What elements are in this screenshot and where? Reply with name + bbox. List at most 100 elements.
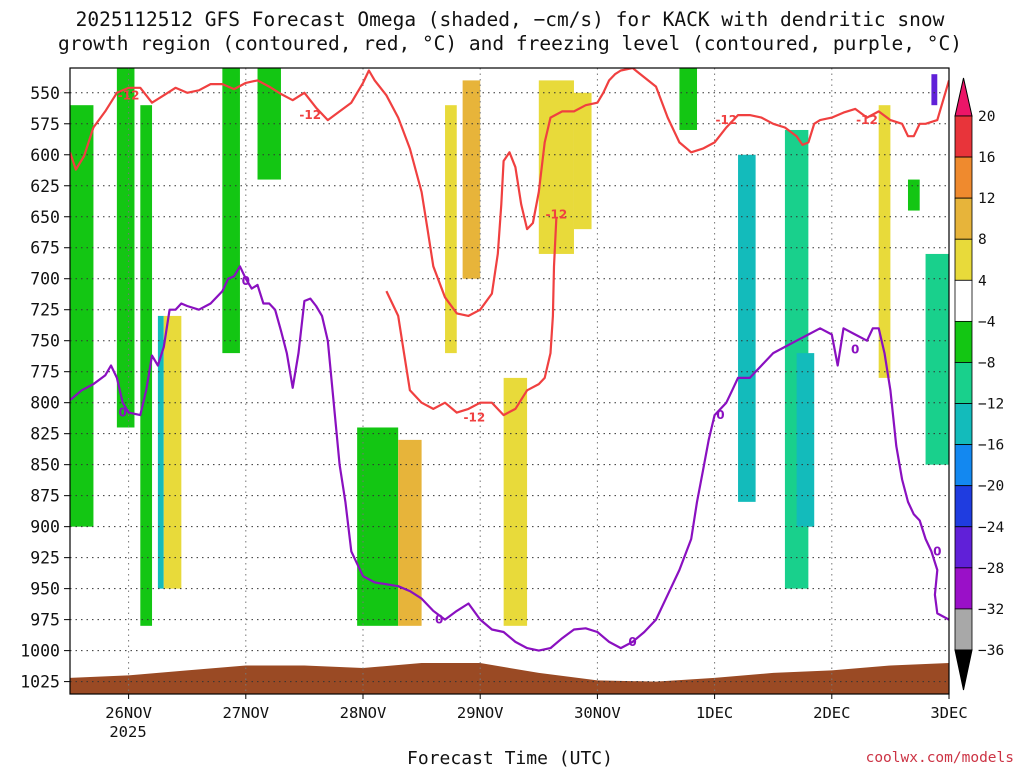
omega-cell-7	[357, 427, 399, 626]
omega-cell-11	[503, 377, 528, 626]
colorbar-box-5	[954, 320, 973, 363]
x-year-label: 2025	[109, 723, 146, 741]
colorbar-label-6: −8	[978, 355, 995, 371]
colorbar-box-7	[954, 403, 973, 446]
colorbar-box-6	[954, 362, 973, 404]
y-tick-label-725: 725	[30, 301, 60, 320]
omega-cell-17	[796, 353, 815, 527]
x-tick-label-4: 30NOV	[574, 704, 621, 722]
omega-cell-20	[925, 253, 949, 465]
y-tick-label-600: 600	[30, 146, 60, 165]
colorbar-box-8	[954, 444, 973, 487]
y-tick-label-900: 900	[30, 518, 60, 537]
y-tick-label-875: 875	[30, 487, 60, 506]
colorbar-label-13: −36	[978, 643, 1004, 659]
y-tick-label-650: 650	[30, 208, 60, 227]
site-credit: coolwx.com/models	[866, 750, 1014, 766]
colorbar-label-5: −4	[978, 314, 996, 330]
colorbar-box-3	[954, 238, 973, 281]
contour-2	[70, 265, 949, 652]
colorbar-label-2: 12	[978, 191, 995, 207]
y-tick-label-625: 625	[30, 177, 60, 196]
x-tick-label-2: 28NOV	[340, 704, 387, 722]
terrain-area	[70, 663, 949, 694]
contour-0	[70, 68, 949, 317]
omega-cell-0	[70, 105, 94, 527]
terrain-fill	[70, 663, 949, 694]
x-axis-ticks: 26NOV 27NOV 28NOV 29NOV 30NOV 1DEC 2DEC 3DEC	[105, 694, 968, 722]
contour-label-2-4: 0	[716, 408, 724, 422]
colorbar-bottom-arrow	[954, 649, 973, 691]
colorbar-label-11: −28	[978, 561, 1004, 577]
y-tick-label-850: 850	[30, 456, 60, 475]
contour-label-2-0: 0	[119, 406, 127, 420]
contour-label-0-0: -12	[118, 88, 140, 102]
y-tick-label-950: 950	[30, 580, 60, 599]
contour-label-0-2: -12	[546, 207, 568, 221]
y-tick-label-575: 575	[30, 115, 60, 134]
colorbar-label-1: 16	[978, 150, 995, 166]
x-tick-label-6: 2DEC	[813, 704, 850, 722]
y-tick-label-700: 700	[30, 270, 60, 289]
colorbar-label-7: −12	[978, 397, 1004, 413]
y-tick-label-800: 800	[30, 394, 60, 413]
omega-cell-21	[931, 74, 938, 106]
contour-1	[385, 216, 558, 417]
omega-cell-4	[222, 68, 240, 354]
contour-label-2-5: 0	[851, 342, 859, 356]
x-tick-label-3: 29NOV	[457, 704, 504, 722]
y-tick-label-750: 750	[30, 332, 60, 351]
colorbar-label-4: 4	[978, 273, 987, 289]
contour-label-0-3: -12	[463, 411, 485, 425]
omega-cell-2	[140, 105, 153, 626]
y-tick-label-1025: 1025	[20, 673, 60, 692]
y-axis-ticks: 550 575 600 625 650 675 700 725 750 775 800 825 850 8…	[20, 84, 70, 692]
omega-cell-14	[679, 68, 698, 130]
contour-label-2-3: 0	[628, 635, 636, 649]
omega-cell-19	[907, 179, 920, 211]
x-tick-label-0: 26NOV	[105, 704, 152, 722]
contour-label-2-6: 0	[933, 544, 941, 558]
x-tick-label-7: 3DEC	[930, 704, 967, 722]
contour-label-0-5: -12	[856, 113, 878, 127]
colorbar-label-9: −20	[978, 479, 1004, 495]
omega-cell-3	[157, 315, 164, 589]
colorbar-label-8: −16	[978, 438, 1004, 454]
chart-title-line1: 2025112512 GFS Forecast Omega (shaded, −…	[76, 8, 945, 31]
colorbar-label-0: 20	[978, 109, 995, 125]
omega-cell-9	[445, 105, 457, 354]
contour-label-0-4: -12	[715, 113, 737, 127]
contour-label-2-1: 0	[242, 274, 250, 288]
colorbar-box-1	[954, 156, 973, 199]
colorbar-box-12	[954, 608, 973, 651]
colorbar-box-9	[954, 485, 973, 528]
contour-label-2-2: 0	[435, 613, 443, 627]
y-tick-label-675: 675	[30, 239, 60, 258]
omega-cell-6	[163, 315, 182, 589]
colorbar-box-11	[954, 567, 973, 610]
chart-title-line2: growth region (contoured, red, °C) and f…	[58, 32, 962, 55]
y-tick-label-825: 825	[30, 425, 60, 444]
colorbar-box-0	[954, 115, 973, 158]
colorbar: 20 16 12 8 4 −4 −8 −12 −16 −20 −24 −28 −32 −36	[954, 77, 1004, 691]
y-tick-label-975: 975	[30, 611, 60, 630]
colorbar-label-12: −32	[978, 602, 1004, 618]
x-axis-label: Forecast Time (UTC)	[407, 748, 613, 768]
plot-frame	[69, 67, 950, 695]
colorbar-label-3: 8	[978, 232, 987, 248]
omega-cell-13	[573, 92, 592, 230]
colorbar-box-4	[954, 279, 973, 322]
contour-label-0-1: -12	[299, 108, 321, 122]
omega-cell-18	[878, 105, 891, 378]
contour-labels: -12 -12 -12 -12 -12 -12 0 0 0 0 0 0 0	[118, 88, 942, 649]
omega-cell-10	[462, 80, 481, 279]
y-tick-label-1000: 1000	[20, 642, 60, 661]
y-tick-label-775: 775	[30, 363, 60, 382]
y-tick-label-550: 550	[30, 84, 60, 103]
x-tick-label-5: 1DEC	[696, 704, 733, 722]
x-tick-label-1: 27NOV	[222, 704, 269, 722]
omega-cell-15	[738, 154, 756, 502]
grid-lines	[70, 68, 950, 694]
colorbar-box-10	[954, 526, 973, 569]
